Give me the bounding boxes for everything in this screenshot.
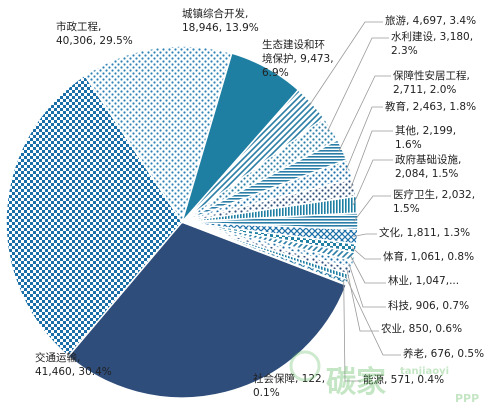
slice-label-line: 体育, 1,061, 0.8% <box>383 250 474 263</box>
leader-line <box>350 255 386 284</box>
slice-label: 教育, 2,463, 1.8% <box>385 100 476 113</box>
slice-label-line: 1.6% <box>395 139 422 151</box>
slice-label: 医疗卫生, 2,032, 1.5% <box>393 188 475 215</box>
leader-line <box>346 270 379 332</box>
slice-label-line: 保障性安居工程, <box>393 69 470 82</box>
leader-line <box>345 106 383 171</box>
leader-line <box>308 21 383 107</box>
slice-label-line: 文化, 1,811, 1.3% <box>379 226 470 239</box>
leader-line <box>327 37 389 131</box>
leader-line <box>353 233 377 237</box>
leader-line <box>343 280 361 382</box>
pie-slice <box>181 221 348 287</box>
watermark-brand: 碳家 <box>326 365 386 400</box>
slice-label: 体育, 1,061, 0.8% <box>383 250 474 263</box>
leader-line <box>350 130 393 189</box>
slice-label: 旅游, 4,697, 3.4% <box>385 14 476 27</box>
slice-label: 生态建设和环境保护, 9,473, 6.9% <box>262 38 334 79</box>
pie-slices <box>5 45 359 399</box>
slice-label-line: 2,711, 2.0% <box>393 84 456 96</box>
slice-label: 其他, 2,199, 1.6% <box>395 124 456 151</box>
slice-label: 林业, 1,047,... <box>388 274 459 287</box>
slice-label-line: 2.3% <box>391 45 418 57</box>
slice-label-line: 科技, 906, 0.7% <box>388 299 469 312</box>
slice-label: 科技, 906, 0.7% <box>388 299 469 312</box>
slice-label-line: 城镇综合开发, <box>182 7 248 20</box>
slice-label-line: 旅游, 4,697, 3.4% <box>385 14 476 27</box>
slice-label: 能源, 571, 0.4% <box>363 373 444 386</box>
slice-labels: 交通运输, 41,460, 30.4% 市政工程, 40,306, 29.5% 城镇综合… <box>35 7 484 399</box>
slice-label-line: 40,306, 29.5% <box>56 35 133 47</box>
pie-slice <box>67 221 348 399</box>
slice-label-line: 教育, 2,463, 1.8% <box>385 100 476 113</box>
leader-line <box>338 75 391 152</box>
watermark-source: PPP <box>455 392 479 405</box>
slice-label: 农业, 850, 0.6% <box>381 322 462 335</box>
slice-label-line: 1.5% <box>393 203 420 215</box>
slice-label: 社会保障, 122, 0.1% <box>253 372 325 399</box>
leader-line <box>352 159 393 206</box>
watermark-logo-icon <box>289 350 321 382</box>
watermark-id: tanjiaoyi <box>400 366 449 377</box>
slice-label-line: 农业, 850, 0.6% <box>381 322 462 335</box>
slice-label: 文化, 1,811, 1.3% <box>379 226 470 239</box>
slice-label-line: 水利建设, 3,180, <box>391 30 473 43</box>
slice-label: 保障性安居工程, 2,711, 2.0% <box>393 69 470 96</box>
leader-line <box>344 275 401 356</box>
slice-label-line: 交通运输, <box>35 351 80 364</box>
slice-label-line: 林业, 1,047,... <box>388 274 459 287</box>
slice-label-line: 医疗卫生, 2,032, <box>393 188 475 201</box>
leader-lines <box>308 21 401 382</box>
slice-label-line: 政府基础设施, <box>395 153 461 166</box>
slice-label-line: 其他, 2,199, <box>395 124 456 137</box>
leader-line <box>351 247 381 260</box>
watermark: 碳家 tanjiaoyi PPP <box>289 350 479 405</box>
slice-label-line: 6.9% <box>262 67 289 79</box>
slice-label-line: 能源, 571, 0.4% <box>363 373 444 386</box>
slice-label: 政府基础设施, 2,084, 1.5% <box>395 153 461 180</box>
slice-label: 市政工程, 40,306, 29.5% <box>56 20 133 47</box>
slice-label-line: 18,946, 13.9% <box>182 22 259 34</box>
slice-label-line: 0.1% <box>253 387 280 399</box>
slice-label-line: 市政工程, <box>56 20 101 33</box>
slice-label: 养老, 676, 0.5% <box>403 347 484 360</box>
slice-label: 城镇综合开发, 18,946, 13.9% <box>182 7 259 34</box>
slice-label-line: 生态建设和环 <box>262 38 325 51</box>
pie-slice <box>83 45 233 224</box>
pie-slice <box>5 74 183 358</box>
slice-label: 水利建设, 3,180, 2.3% <box>391 30 473 57</box>
leader-line <box>353 195 391 222</box>
slice-label-line: 2,084, 1.5% <box>395 168 458 180</box>
slice-label-line: 境保护, 9,473, <box>262 52 334 65</box>
slice-label: 交通运输, 41,460, 30.4% <box>35 351 112 378</box>
slice-label-line: 社会保障, 122, <box>253 372 325 385</box>
leader-line <box>348 263 386 308</box>
slice-label-line: 养老, 676, 0.5% <box>403 347 484 360</box>
slice-label-line: 41,460, 30.4% <box>35 366 112 378</box>
